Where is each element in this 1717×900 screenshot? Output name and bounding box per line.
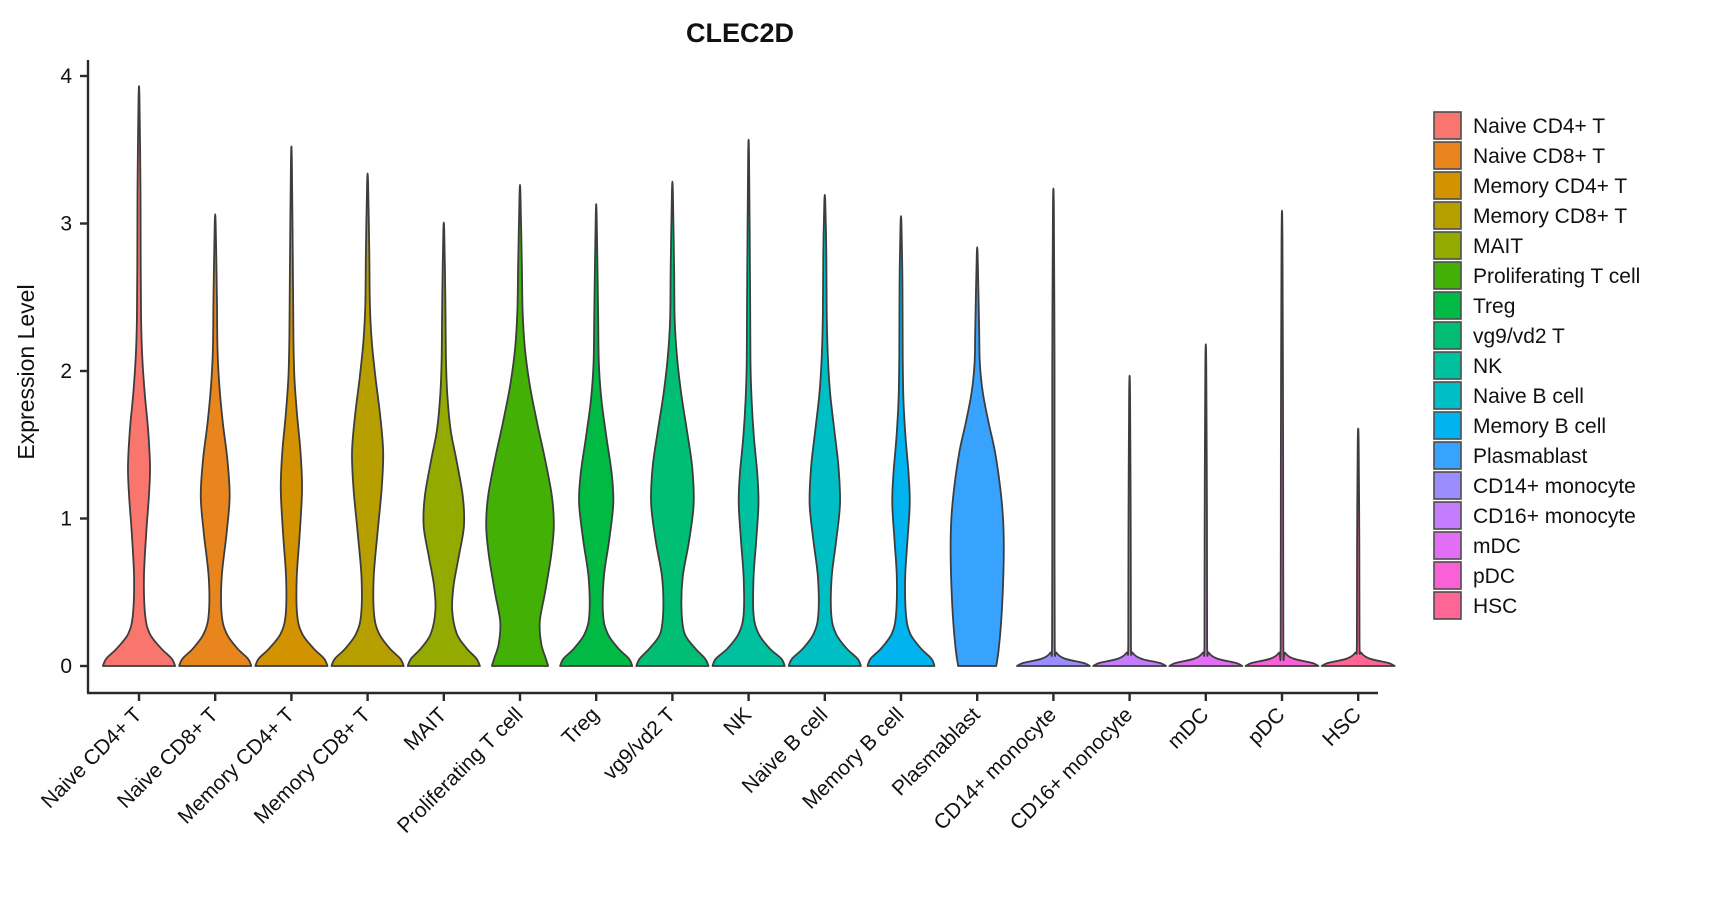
x-tick-label: mDC: [1163, 703, 1213, 753]
legend-item-label: Memory CD8+ T: [1473, 205, 1627, 228]
y-ticks-layer: 0 1 2 3 4: [60, 65, 88, 678]
legend-item-label: CD14+ monocyte: [1473, 475, 1636, 498]
y-tick-label: 4: [60, 65, 72, 88]
legend-swatch: [1433, 321, 1462, 350]
violin-naive-cd8-t: [178, 213, 253, 667]
legend-swatch: [1433, 111, 1462, 140]
legend-item-label: pDC: [1473, 565, 1515, 588]
violin-hsc: [1320, 427, 1396, 667]
legend-swatch: [1433, 411, 1462, 440]
violin-proliferating-t-cell: [485, 183, 555, 667]
y-axis-title: Expression Level: [13, 284, 39, 459]
legend-swatch: [1433, 471, 1462, 500]
y-tick-label: 3: [60, 213, 72, 236]
legend-swatch: [1433, 201, 1462, 230]
violin-mait: [406, 221, 481, 667]
legend-swatch: [1433, 351, 1462, 380]
x-tick-label: HSC: [1318, 703, 1366, 751]
legend-item-label: NK: [1473, 355, 1502, 378]
legend: Naive CD4+ T Naive CD8+ T Memory CD4+ T Mem…: [1433, 111, 1640, 620]
legend-swatch: [1433, 261, 1462, 290]
violin-memory-cd4-t: [254, 145, 329, 667]
x-tick-label: vg9/vd2 T: [599, 703, 680, 784]
violin-pdc: [1244, 210, 1320, 667]
legend-item-label: MAIT: [1473, 235, 1523, 258]
legend-swatch: [1433, 561, 1462, 590]
violin-memory-cd8-t: [330, 172, 405, 667]
legend-swatch: [1433, 501, 1462, 530]
legend-swatch: [1433, 291, 1462, 320]
legend-item-label: Naive B cell: [1473, 385, 1584, 408]
legend-item-label: Plasmablast: [1473, 445, 1588, 468]
violin-cd14-monocyte: [1016, 187, 1091, 667]
plot-title: CLEC2D: [686, 18, 794, 48]
legend-item-label: CD16+ monocyte: [1473, 505, 1636, 528]
violin-treg: [559, 203, 634, 667]
legend-item-label: HSC: [1473, 595, 1517, 618]
legend-swatch: [1433, 591, 1462, 620]
x-tick-label: NK: [719, 703, 756, 740]
legend-item-label: Memory CD4+ T: [1473, 175, 1627, 198]
legend-item-label: vg9/vd2 T: [1473, 325, 1565, 348]
legend-swatch: [1433, 231, 1462, 260]
violin-cd16-monocyte: [1092, 374, 1167, 667]
legend-item-label: Memory B cell: [1473, 415, 1606, 438]
legend-swatch: [1433, 441, 1462, 470]
legend-swatch: [1433, 381, 1462, 410]
y-tick-label: 0: [60, 655, 72, 678]
violin-mdc: [1168, 343, 1244, 667]
legend-item-label: Naive CD8+ T: [1473, 145, 1605, 168]
legend-swatch: [1433, 141, 1462, 170]
violin-nk: [711, 138, 786, 667]
violin-vg9-vd2-t: [635, 180, 710, 667]
violin-plasmablast: [949, 246, 1005, 667]
violin-naive-b-cell: [787, 194, 862, 667]
violin-memory-b-cell: [866, 215, 936, 667]
legend-item-label: mDC: [1473, 535, 1521, 558]
x-tick-label: Treg: [557, 703, 603, 749]
violin-naive-cd4-t: [102, 85, 176, 667]
legend-item-label: Treg: [1473, 295, 1515, 318]
violins-layer: [102, 85, 1396, 667]
x-tick-label: MAIT: [400, 703, 452, 755]
legend-item-label: Naive CD4+ T: [1473, 115, 1605, 138]
y-tick-label: 1: [60, 508, 72, 531]
x-tick-label: pDC: [1244, 703, 1290, 749]
legend-item-label: Proliferating T cell: [1473, 265, 1640, 288]
x-tick-label: Proliferating T cell: [393, 703, 528, 838]
legend-swatch: [1433, 531, 1462, 560]
legend-swatch: [1433, 171, 1462, 200]
y-tick-label: 2: [60, 360, 72, 383]
